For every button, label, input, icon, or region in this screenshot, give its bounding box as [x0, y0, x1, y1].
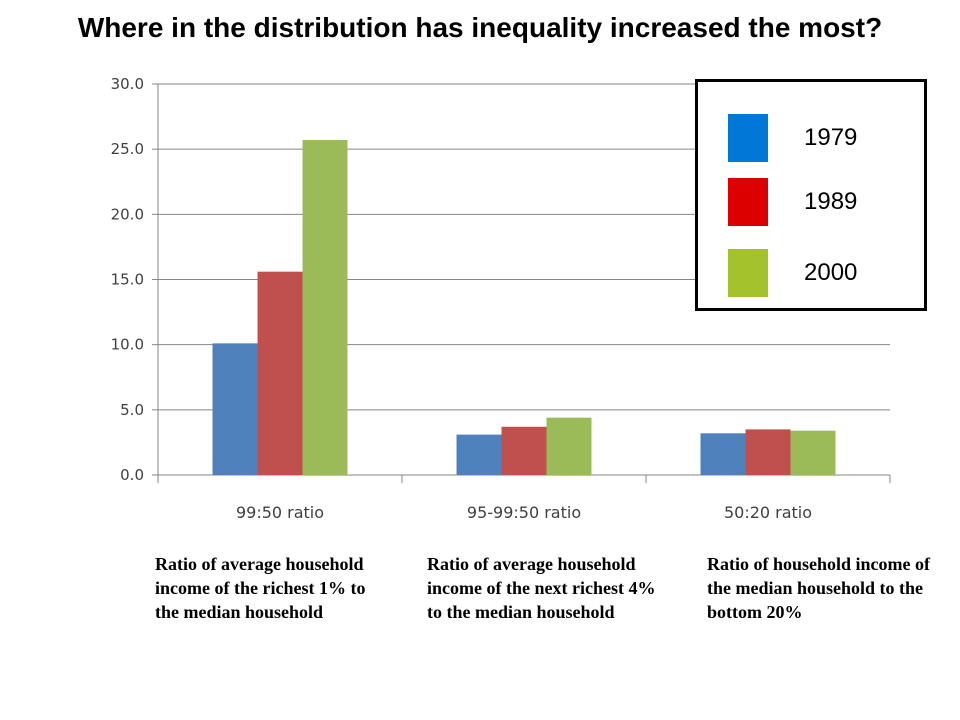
y-tick-label: 0.0: [120, 466, 144, 484]
y-tick-label: 25.0: [111, 140, 144, 158]
bar-1989-3: [745, 429, 791, 475]
legend-label-1989: 1989: [804, 188, 858, 215]
bar-1979-1: [212, 343, 258, 475]
bar-1979-3: [700, 433, 746, 475]
chart-title: Where in the distribution has inequality…: [77, 12, 883, 43]
y-tick-label: 30.0: [111, 75, 144, 93]
bar-1989-2: [501, 426, 547, 475]
y-tick-label: 15.0: [111, 271, 144, 289]
description-50-20: Ratio of household income of the median …: [707, 554, 931, 622]
description-99-50: Ratio of average household income of the…: [155, 554, 366, 622]
legend-label-1979: 1979: [804, 124, 858, 151]
category-label: 95-99:50 ratio: [467, 503, 581, 522]
bar-2000-1: [302, 140, 348, 475]
description-95-99-50: Ratio of average household income of the…: [427, 554, 656, 622]
legend: 1979 1989 2000: [695, 79, 927, 311]
legend-swatch-1989: [728, 178, 768, 226]
legend-swatch-2000: [728, 249, 768, 297]
category-label: 99:50 ratio: [236, 503, 324, 522]
bar-2000-2: [546, 417, 592, 475]
y-tick-label: 10.0: [111, 336, 144, 354]
bar-2000-3: [790, 430, 836, 475]
y-tick-label: 5.0: [120, 401, 144, 419]
bar-1989-1: [257, 271, 303, 475]
legend-label-2000: 2000: [804, 259, 858, 286]
category-label: 50:20 ratio: [724, 503, 812, 522]
bar-1979-2: [456, 434, 502, 475]
legend-swatch-1979: [728, 114, 768, 162]
y-tick-label: 20.0: [111, 205, 144, 223]
